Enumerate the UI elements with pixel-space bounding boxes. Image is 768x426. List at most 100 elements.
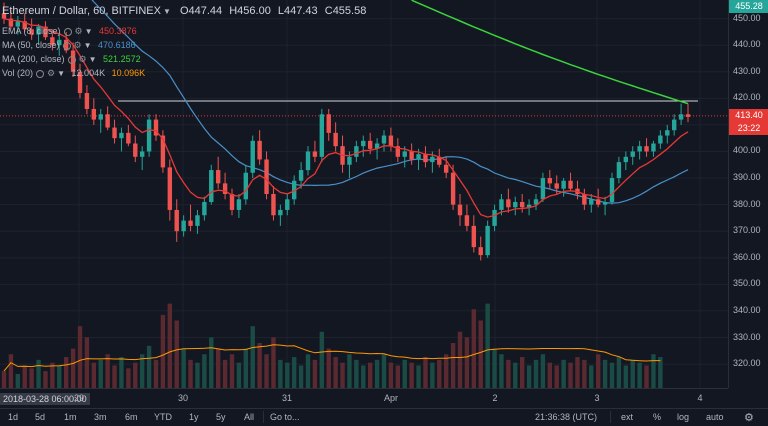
candle [471,215,477,253]
volume-bar [326,348,331,388]
volume-bar [195,362,200,388]
candle [478,236,483,261]
goto-date-button[interactable]: Go to... [270,412,300,422]
range-ytd-button[interactable]: YTD [154,412,172,422]
chevron-down-icon[interactable]: ▼ [57,69,66,78]
visibility-icon[interactable] [67,55,76,64]
candle [671,114,677,136]
chevron-down-icon[interactable]: ▼ [162,7,171,16]
candle [644,138,649,157]
indicator-value-ema: 450.3876 [99,26,137,36]
candle [112,119,117,144]
visibility-icon[interactable] [62,41,71,50]
range-1m-button[interactable]: 1m [64,412,77,422]
ohlc-open-value: 447.44 [188,5,223,17]
candle [222,172,228,200]
volume-bar [499,354,504,388]
candle [561,178,566,197]
clock-timezone-button[interactable]: 21:36:38 (UTC) [535,412,598,422]
symbol-title[interactable]: Ethereum / Dollar, 60, BITFINEX [2,5,161,17]
range-1d-button[interactable]: 1d [8,412,19,422]
candle [533,194,539,210]
chevron-down-icon[interactable]: ▼ [83,41,92,50]
gear-icon[interactable]: ⚙ [744,412,754,424]
gear-icon[interactable]: ⚙ [47,68,56,78]
candle [215,156,221,189]
volume-bar [43,371,48,388]
candle [285,194,290,216]
candle [623,151,629,171]
price-tick-label: 360.00 [733,251,761,262]
candle [402,146,407,168]
volume-bar [450,343,456,388]
volume-bar [181,348,186,388]
gear-icon[interactable]: ⚙ [78,54,87,64]
volume-bar [160,314,166,388]
candle [188,204,193,232]
candle [312,140,318,163]
volume-bar [464,337,470,388]
candle [29,18,34,40]
price-axis[interactable]: 450.00440.00430.00420.00410.00400.00390.… [728,0,768,388]
visibility-icon[interactable] [36,69,45,78]
extended-hours-toggle[interactable]: ext [621,412,634,422]
visibility-icon[interactable] [63,27,72,36]
percent-scale-toggle[interactable]: % [653,412,662,422]
time-label: 31 [281,393,293,403]
candle [319,108,325,163]
auto-scale-toggle[interactable]: auto [706,412,724,422]
indicator-row-ma200[interactable]: MA (200, close) ⚙ ▼ 521.2572 [2,53,141,66]
candle [589,194,594,213]
candle [457,194,463,226]
ma-50-line [91,0,689,204]
volume-bar [8,354,14,388]
gear-icon[interactable]: ⚙ [74,26,83,36]
ohlc-low-label: L [277,5,285,17]
indicator-row-volume[interactable]: Vol (20) ⚙ ▼ 12.004K 10.096K [2,67,145,80]
volume-bar [1,371,7,388]
bar-countdown-tag: 23:22 [729,121,768,135]
volume-bar [575,357,580,388]
symbol-title-row[interactable]: Ethereum / Dollar, 60, BITFINEX ▼ O447.44… [2,5,366,18]
candle [602,196,608,216]
volume-bar [374,359,380,388]
volume-bar [174,320,179,388]
volume-bar [589,365,594,388]
price-chart[interactable] [0,0,728,388]
top-price-tag: 455.28 [729,0,768,13]
candle [506,188,511,213]
range-3m-button[interactable]: 3m [94,412,107,422]
volume-bar [485,303,490,388]
ema-8-line [3,17,689,218]
time-label: Apr [383,393,399,403]
log-scale-toggle[interactable]: log [677,412,690,422]
time-cursor-label: 2018-03-28 06:00:00 [0,393,90,405]
volume-ma-polyline [3,344,661,372]
volume-bar [91,362,97,388]
indicator-row-ema[interactable]: EMA (8, close) ⚙ ▼ 450.3876 [2,25,137,38]
indicator-row-ma50[interactable]: MA (50, close) ⚙ ▼ 470.6186 [2,39,136,52]
time-axis[interactable]: 2018-03-28 06:00:00 29 30 31 Apr 2 3 4 [0,388,728,409]
volume-bar [340,362,345,388]
chevron-down-icon[interactable]: ▼ [88,55,97,64]
range-all-button[interactable]: All [244,412,255,422]
candle [271,186,276,221]
range-1y-button[interactable]: 1y [189,412,199,422]
candle [15,15,21,35]
volume-bar [347,354,352,388]
range-6m-button[interactable]: 6m [125,412,138,422]
volume-bar [658,357,663,388]
ohlc-open-label: O [179,5,189,17]
candle [291,175,297,205]
volume-bar [278,359,283,388]
volume-bar [381,354,387,388]
time-label: 3 [594,393,600,403]
range-5y-button[interactable]: 5y [216,412,226,422]
gear-icon[interactable]: ⚙ [73,40,82,50]
time-label: 30 [177,393,189,403]
candle [133,135,138,163]
volume-bar [105,354,110,388]
candle [181,215,186,237]
range-5d-button[interactable]: 5d [35,412,46,422]
chevron-down-icon[interactable]: ▼ [84,27,93,36]
